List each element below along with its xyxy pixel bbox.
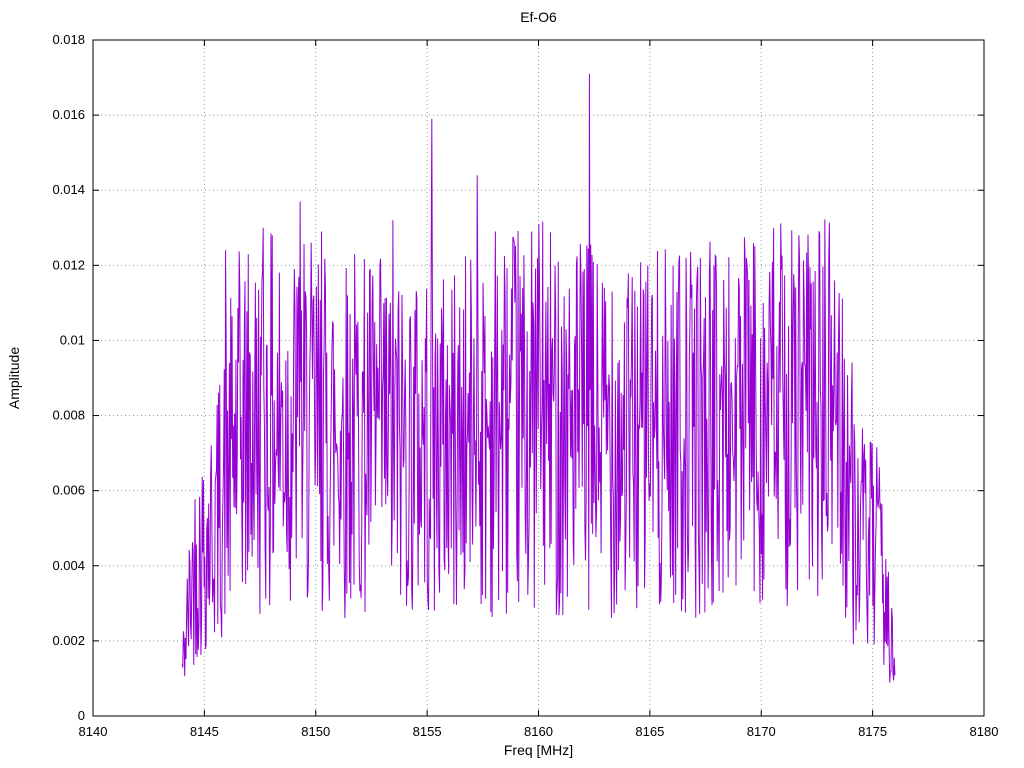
svg-text:8170: 8170 bbox=[747, 724, 776, 739]
svg-text:0.006: 0.006 bbox=[52, 483, 85, 498]
svg-text:0.016: 0.016 bbox=[52, 107, 85, 122]
svg-text:8155: 8155 bbox=[413, 724, 442, 739]
svg-text:0.002: 0.002 bbox=[52, 633, 85, 648]
svg-text:8180: 8180 bbox=[970, 724, 999, 739]
svg-text:8165: 8165 bbox=[635, 724, 664, 739]
svg-text:0: 0 bbox=[78, 708, 85, 723]
svg-text:0.018: 0.018 bbox=[52, 32, 85, 47]
y-axis-label: Amplitude bbox=[6, 346, 22, 410]
svg-text:8160: 8160 bbox=[524, 724, 553, 739]
svg-text:8140: 8140 bbox=[79, 724, 108, 739]
svg-text:0.01: 0.01 bbox=[60, 332, 85, 347]
svg-text:0.008: 0.008 bbox=[52, 408, 85, 423]
chart-title: Ef-O6 bbox=[520, 9, 557, 25]
plot-frame bbox=[92, 39, 985, 717]
tick-labels: 8140 8145 8150 8155 8160 8165 8170 8175 8180 0 0.0… bbox=[52, 32, 998, 739]
svg-text:0.004: 0.004 bbox=[52, 558, 85, 573]
svg-text:0.012: 0.012 bbox=[52, 257, 85, 272]
svg-text:8145: 8145 bbox=[190, 724, 219, 739]
svg-text:8175: 8175 bbox=[858, 724, 887, 739]
spectrum-line bbox=[181, 73, 896, 683]
svg-text:0.014: 0.014 bbox=[52, 182, 85, 197]
svg-text:8150: 8150 bbox=[301, 724, 330, 739]
x-axis-label: Freq [MHz] bbox=[503, 742, 574, 758]
